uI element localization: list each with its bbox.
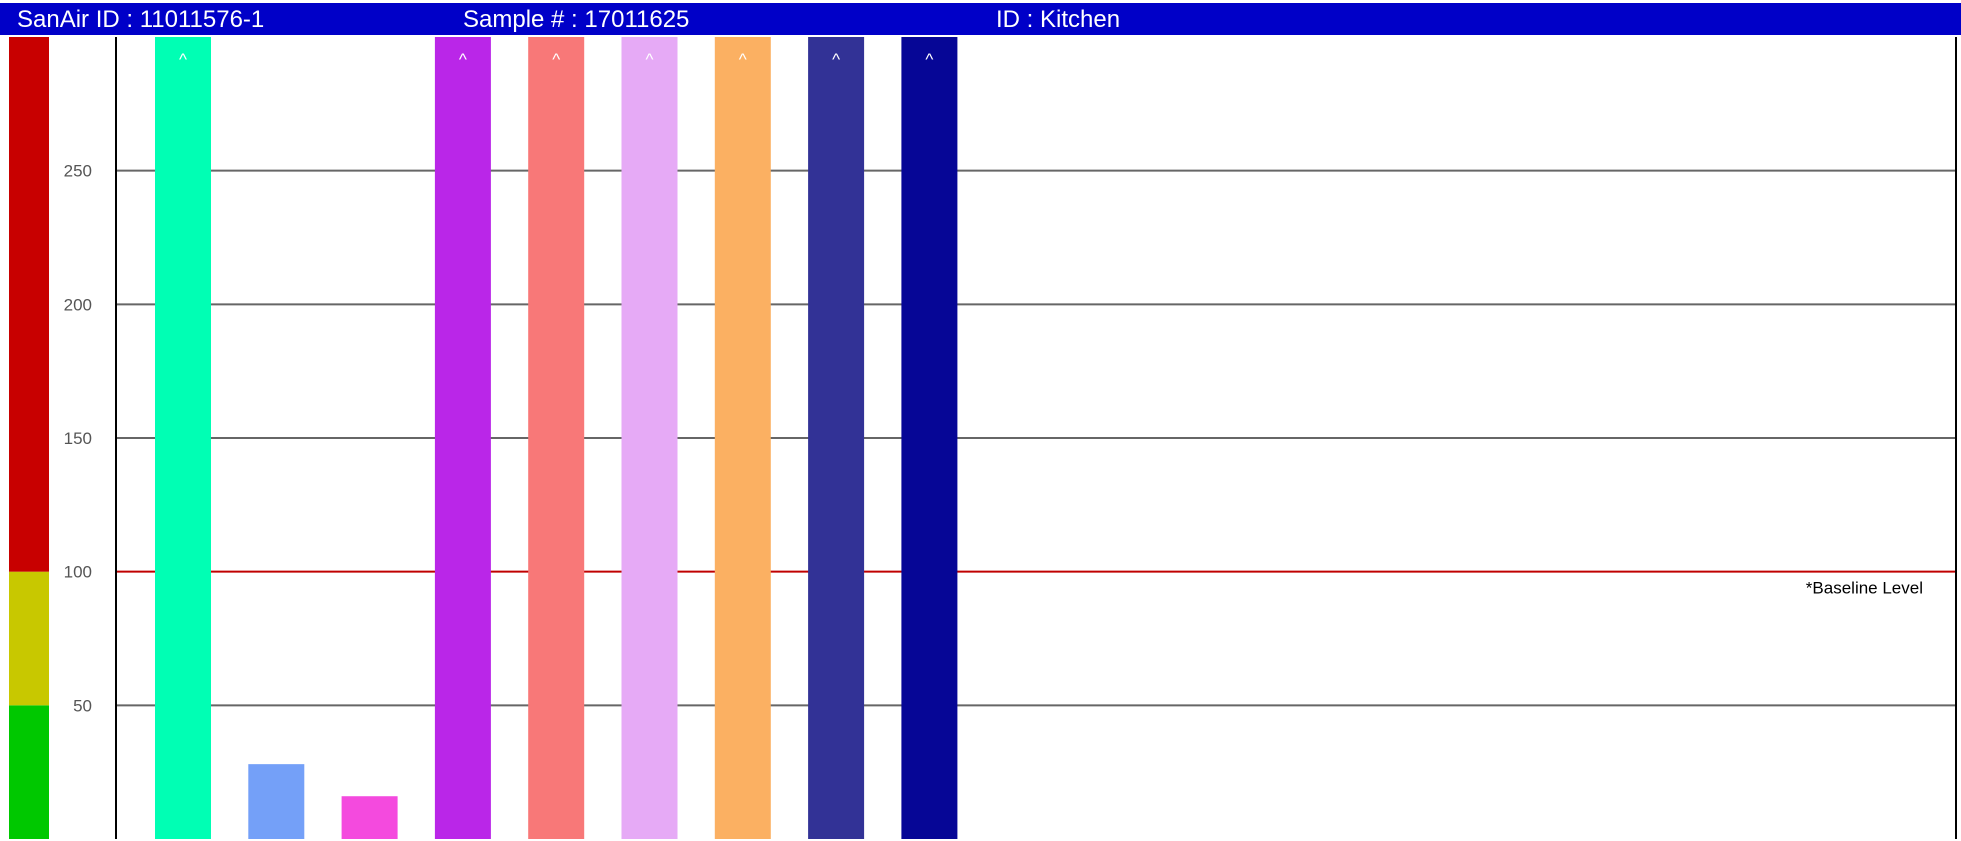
y-tick-label-50: 50: [73, 696, 92, 715]
overflow-marker-7: ^: [832, 50, 840, 69]
overflow-marker-5: ^: [646, 50, 654, 69]
y-tick-label-150: 150: [64, 429, 92, 448]
bar-3: [434, 37, 491, 839]
sample-number-label: Sample # : 17011625: [463, 6, 690, 33]
bar-2: [341, 796, 398, 839]
overflow-marker-6: ^: [739, 50, 747, 69]
baseline-label: *Baseline Level: [1806, 579, 1923, 598]
bar-4: [528, 37, 585, 839]
bar-5: [621, 37, 678, 839]
bar-6: [714, 37, 771, 839]
bar-7: [808, 37, 865, 839]
risk-scale-segment-2: [9, 37, 49, 572]
bar-1: [248, 764, 305, 839]
overflow-marker-4: ^: [552, 50, 560, 69]
bar-8: [901, 37, 958, 839]
sample-header-bar: SanAir ID : 11011576-1 Sample # : 170116…: [0, 3, 1961, 35]
overflow-marker-8: ^: [925, 50, 933, 69]
sanair-id-label: SanAir ID : 11011576-1: [17, 6, 265, 33]
overflow-marker-3: ^: [459, 50, 467, 69]
y-tick-label-100: 100: [64, 563, 92, 582]
overflow-marker-0: ^: [179, 50, 187, 69]
location-id-label: ID : Kitchen: [996, 6, 1121, 33]
risk-scale-segment-1: [9, 571, 49, 706]
y-tick-label-200: 200: [64, 295, 92, 314]
y-tick-label-250: 250: [64, 162, 92, 181]
risk-scale-segment-0: [9, 705, 49, 839]
bar-0: [155, 37, 211, 839]
